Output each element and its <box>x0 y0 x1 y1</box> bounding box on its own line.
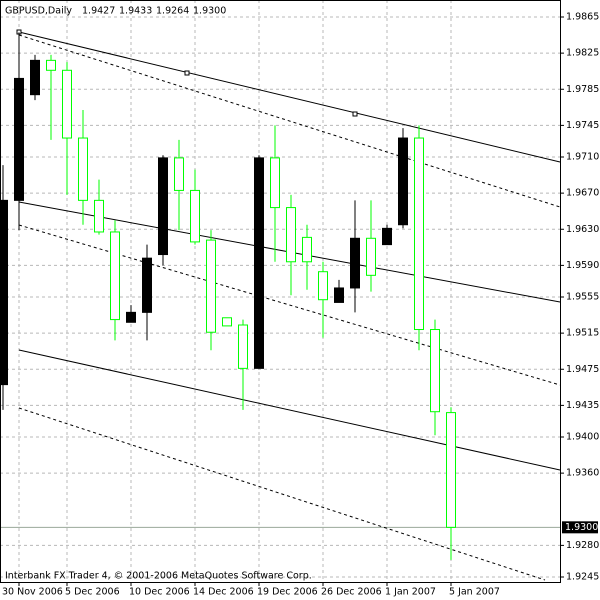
candle-body <box>78 137 88 201</box>
y-tick-label: 1.9555 <box>566 292 599 303</box>
y-tick-label: 1.9670 <box>566 188 599 199</box>
channel-line-dashed <box>18 407 546 581</box>
y-tick-label: 1.9590 <box>566 260 599 271</box>
candle-body <box>0 199 8 386</box>
channel-line <box>18 349 561 471</box>
anchor-point <box>184 70 190 76</box>
symbol-label: GBPUSD,Daily <box>5 6 72 17</box>
y-tick-label: 1.9710 <box>566 152 599 163</box>
last-price-box <box>562 521 598 534</box>
header-values: 1.9427 1.9433 1.9264 1.9300 <box>82 6 226 17</box>
channel-line-dashed <box>18 34 561 208</box>
candle-body <box>110 231 120 321</box>
candle-body <box>158 157 168 256</box>
y-tick-label: 1.9360 <box>566 468 599 479</box>
y-tick-label: 1.9400 <box>566 432 599 443</box>
candle-body <box>46 59 56 71</box>
y-tick-label: 1.9785 <box>566 84 599 95</box>
candle-body <box>318 271 328 301</box>
header-value: 1.9300 <box>193 6 226 17</box>
candle-body <box>30 59 40 96</box>
candle-body <box>62 69 72 139</box>
candle-body <box>142 257 152 313</box>
y-tick-label: 1.9280 <box>566 540 599 551</box>
footer: Interbank FX Trader 4, © 2001-2006 MetaQ… <box>5 571 312 582</box>
candle-body <box>190 189 200 243</box>
candle-body <box>238 324 248 369</box>
x-tick-label: 5 Dec 2006 <box>65 587 120 598</box>
channel-line-dashed <box>18 224 561 386</box>
x-tick-label: 10 Dec 2006 <box>129 587 190 598</box>
candle-body <box>254 157 264 369</box>
y-tick-label: 1.9825 <box>566 48 599 59</box>
candle-body <box>366 237 376 276</box>
x-tick-label: 30 Nov 2006 <box>2 587 63 598</box>
y-tick-label: 1.9630 <box>566 224 599 235</box>
candle-body <box>414 137 424 331</box>
y-tick-label: 1.9245 <box>566 572 599 583</box>
y-tick-label: 1.9435 <box>566 400 599 411</box>
y-tick-label: 1.9865 <box>566 12 599 23</box>
header-value: 1.9264 <box>156 6 189 17</box>
candle-body <box>446 412 456 528</box>
candle-body <box>334 287 344 303</box>
candle-body <box>398 137 408 226</box>
candle-body <box>270 157 280 209</box>
plot-frame <box>0 0 561 583</box>
anchor-point <box>352 111 358 117</box>
x-tick-label: 14 Dec 2006 <box>193 587 254 598</box>
header-value: 1.9427 <box>82 6 115 17</box>
candle-body <box>382 227 392 246</box>
x-tick-label: 26 Dec 2006 <box>321 587 382 598</box>
candle-body <box>430 329 440 413</box>
channel-line <box>18 31 561 163</box>
last-price-label: 1.9300 <box>565 522 598 533</box>
header-value: 1.9433 <box>119 6 152 17</box>
candle-body <box>222 317 232 327</box>
candle-body <box>350 237 360 289</box>
y-tick-label: 1.9475 <box>566 364 599 375</box>
candle-body <box>126 311 136 323</box>
candle-body <box>14 77 24 201</box>
x-tick-label: 1 Jan 2007 <box>385 587 436 598</box>
candle-body <box>94 199 104 233</box>
y-tick-label: 1.9515 <box>566 328 599 339</box>
x-tick-label: 19 Dec 2006 <box>257 587 318 598</box>
candle-body <box>302 236 312 263</box>
y-tick-label: 1.9745 <box>566 120 599 131</box>
x-tick-label: 5 Jan 2007 <box>449 587 500 598</box>
candle-body <box>206 239 216 333</box>
candles <box>0 32 456 560</box>
candle-body <box>174 157 184 191</box>
candle-body <box>286 207 296 263</box>
